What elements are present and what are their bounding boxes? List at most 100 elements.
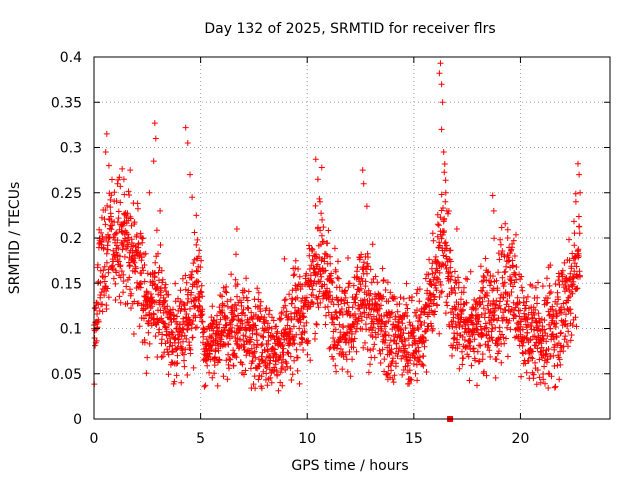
data-point [107, 225, 113, 232]
data-point [438, 289, 444, 296]
data-point [492, 374, 499, 381]
data-point [504, 235, 511, 241]
data-point [196, 247, 203, 254]
data-point [117, 199, 124, 206]
data-point [364, 270, 370, 277]
data-point [170, 349, 176, 356]
data-point [294, 367, 301, 374]
data-point [115, 176, 122, 183]
data-point [501, 253, 508, 260]
data-point [441, 169, 448, 176]
data-point [532, 284, 539, 291]
data-point [259, 333, 266, 340]
data-point [298, 335, 305, 342]
data-point [218, 332, 225, 339]
data-point [337, 329, 344, 336]
y-tick-label: 0.25 [51, 186, 82, 202]
data-point [112, 230, 119, 237]
data-point [183, 335, 190, 342]
data-point [558, 309, 565, 316]
data-point [190, 260, 197, 267]
data-point [252, 385, 259, 392]
data-point [287, 353, 294, 360]
data-point [496, 348, 502, 355]
data-point [544, 356, 551, 363]
data-point [530, 348, 536, 355]
data-point [402, 325, 409, 331]
data-point [573, 323, 580, 330]
data-point [141, 262, 148, 268]
data-point [567, 337, 574, 344]
data-point [224, 298, 231, 305]
data-point [316, 195, 323, 202]
data-point [519, 287, 526, 294]
data-point [544, 275, 550, 282]
data-point [238, 310, 245, 317]
data-point [340, 324, 347, 331]
data-point [388, 346, 395, 353]
data-point [322, 267, 329, 274]
data-point [312, 330, 319, 337]
data-point [549, 303, 556, 310]
data-point [102, 207, 109, 213]
data-point [362, 321, 369, 328]
data-point [404, 313, 411, 319]
data-point [111, 189, 118, 196]
data-point [188, 274, 195, 281]
data-point [342, 351, 349, 358]
data-point [468, 311, 475, 318]
data-point [502, 220, 509, 227]
data-point [496, 328, 503, 335]
data-point [513, 231, 519, 238]
data-point [339, 366, 346, 373]
data-point [496, 302, 503, 309]
data-point [485, 342, 492, 349]
data-point [162, 281, 169, 288]
ticks-layer: 0 0.05 0.1 0.15 0.2 0.25 0.3 0.35 0.4 0 5 10 15 20 [51, 50, 610, 447]
data-point [293, 346, 300, 353]
data-point [329, 296, 336, 303]
data-point [274, 328, 281, 335]
data-point [239, 320, 246, 327]
data-point [276, 335, 283, 342]
y-tick-label: 0.3 [60, 141, 82, 157]
data-point [292, 265, 299, 272]
data-point [380, 293, 387, 300]
data-point [468, 362, 475, 369]
data-point [137, 280, 144, 286]
data-point [354, 264, 361, 271]
data-point [345, 255, 351, 261]
data-point [397, 334, 404, 341]
data-point [378, 302, 384, 309]
data-point [442, 310, 449, 317]
data-point [178, 379, 185, 386]
data-point [180, 338, 186, 345]
data-point [530, 371, 537, 378]
data-point [318, 232, 325, 239]
data-point [447, 276, 454, 283]
data-point [126, 274, 133, 281]
data-point [285, 350, 292, 357]
data-point [423, 369, 430, 375]
data-point [371, 354, 378, 361]
data-point [422, 337, 429, 344]
data-point [447, 264, 454, 271]
data-point [224, 376, 231, 383]
data-point [398, 347, 404, 354]
data-point [382, 323, 388, 330]
data-point [541, 317, 548, 324]
data-point [131, 219, 138, 226]
data-point [434, 258, 441, 265]
data-point [440, 252, 447, 259]
data-point [332, 362, 339, 369]
data-point [540, 371, 547, 377]
data-point [513, 276, 520, 283]
data-point [232, 302, 239, 309]
data-point [313, 251, 319, 258]
data-point [483, 277, 490, 284]
data-point [561, 259, 568, 266]
data-point [108, 226, 115, 233]
data-point [215, 330, 222, 337]
data-point [463, 299, 470, 306]
data-point [315, 304, 322, 311]
